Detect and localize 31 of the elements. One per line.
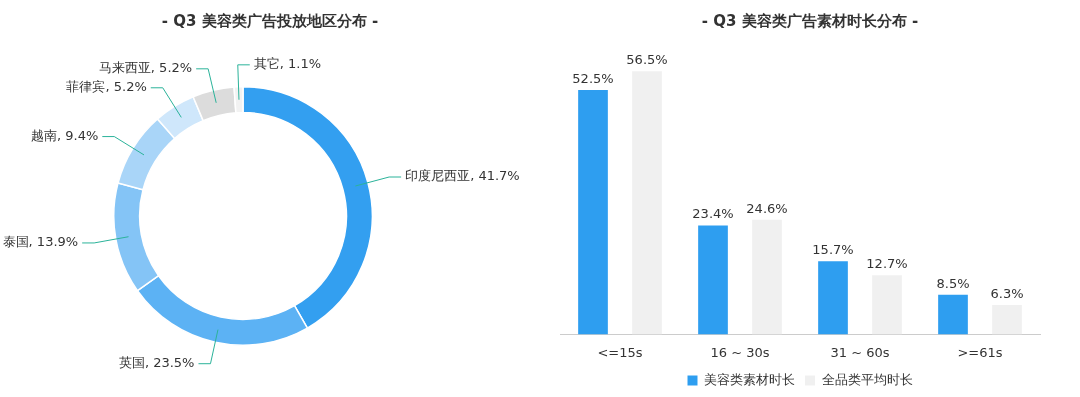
bar	[818, 261, 848, 335]
x-tick-label: 16 ~ 30s	[710, 344, 770, 360]
bar	[632, 71, 662, 335]
slice-label: 英国, 23.5%	[118, 355, 195, 371]
x-tick-label: >=61s	[957, 344, 1003, 360]
slice-label: 马来西亚, 5.2%	[98, 60, 193, 76]
slice-label: 印度尼西亚, 41.7%	[405, 168, 520, 184]
legend-label: 美容类素材时长	[704, 371, 795, 387]
bar	[872, 275, 902, 335]
data-label: 8.5%	[936, 275, 970, 291]
data-label: 6.3%	[990, 285, 1024, 301]
chart-title: - Q3 美容类广告投放地区分布 -	[160, 11, 380, 32]
data-label: 23.4%	[692, 206, 734, 222]
data-label: 52.5%	[572, 70, 614, 86]
x-tick-label: <=15s	[597, 344, 643, 360]
data-label: 24.6%	[746, 200, 788, 216]
data-label: 15.7%	[812, 242, 854, 258]
bar	[992, 305, 1022, 335]
bar	[578, 89, 608, 335]
slice-label: 越南, 9.4%	[30, 127, 99, 143]
bar	[938, 294, 968, 335]
data-label: 56.5%	[626, 52, 668, 68]
data-label: 12.7%	[866, 256, 908, 272]
slice-label: 泰国, 13.9%	[2, 234, 79, 250]
slice-label: 菲律宾, 5.2%	[66, 79, 147, 95]
slice-label: 其它, 1.1%	[253, 56, 322, 72]
bar	[698, 225, 728, 335]
x-tick-label: 31 ~ 60s	[830, 344, 890, 360]
chart-title: - Q3 美容类广告素材时长分布 -	[700, 11, 920, 32]
legend-label: 全品类平均时长	[821, 371, 913, 387]
bar	[752, 219, 782, 335]
